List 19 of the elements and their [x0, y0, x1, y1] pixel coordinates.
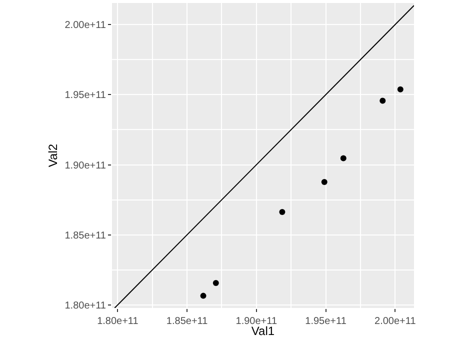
point	[212, 280, 219, 286]
y-tick-label: 1.85e+11	[64, 230, 106, 242]
x-tick-label: 1.80e+11	[97, 316, 139, 327]
x-tick-label: 1.95e+11	[305, 316, 347, 327]
point	[397, 86, 404, 92]
y-tick-label: 2.00e+11	[64, 20, 106, 32]
x-tick-label: 1.85e+11	[166, 316, 208, 327]
point	[321, 178, 328, 185]
x-tick-label: 2.00e+11	[374, 316, 416, 327]
y-tick-label: 1.95e+11	[64, 90, 106, 102]
x-tick-label: 1.90e+11	[236, 316, 278, 327]
point	[279, 208, 286, 215]
point	[200, 292, 206, 299]
y-axis-title: Val2	[46, 144, 60, 168]
x-axis-title: Val1	[251, 324, 275, 338]
point	[340, 155, 346, 162]
y-tick-label: 1.80e+11	[64, 300, 106, 312]
point	[380, 98, 386, 104]
y-tick-label: 1.90e+11	[64, 160, 106, 172]
